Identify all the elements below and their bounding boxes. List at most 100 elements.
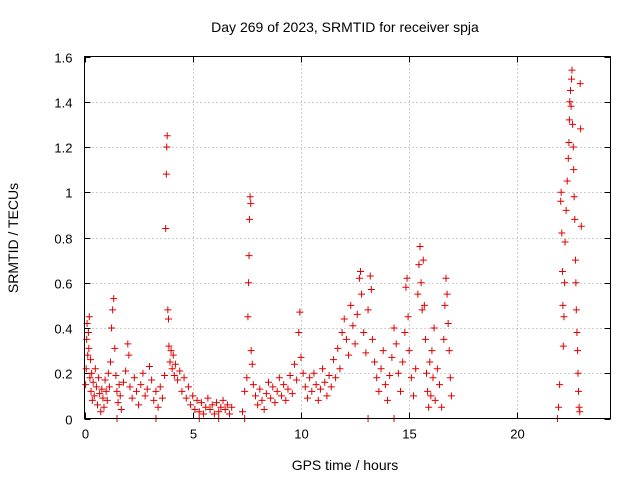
data-point bbox=[269, 383, 277, 391]
data-point bbox=[132, 387, 140, 395]
data-point bbox=[342, 335, 350, 343]
x-tick-label: 5 bbox=[190, 427, 197, 442]
data-point bbox=[577, 222, 585, 230]
data-point bbox=[362, 349, 370, 357]
y-tick-label: 1.6 bbox=[54, 51, 72, 66]
data-point bbox=[156, 383, 164, 391]
data-point bbox=[104, 369, 112, 377]
data-point bbox=[168, 365, 176, 373]
data-point bbox=[570, 166, 578, 174]
data-point bbox=[86, 374, 94, 382]
data-point bbox=[105, 383, 113, 391]
data-point bbox=[392, 340, 400, 348]
data-point bbox=[388, 353, 396, 361]
data-point bbox=[557, 188, 565, 196]
data-point bbox=[572, 279, 580, 287]
data-point bbox=[574, 387, 582, 395]
data-point bbox=[210, 410, 218, 418]
data-point bbox=[423, 369, 431, 377]
data-point bbox=[113, 387, 121, 395]
y-tick-label: 0.6 bbox=[54, 277, 72, 292]
data-point bbox=[442, 274, 450, 282]
y-tick-label: 1 bbox=[65, 186, 72, 201]
data-point bbox=[187, 401, 195, 409]
data-point bbox=[444, 319, 452, 327]
data-point bbox=[101, 376, 109, 384]
data-point bbox=[89, 378, 97, 386]
data-point bbox=[353, 310, 361, 318]
data-point bbox=[97, 408, 105, 416]
x-axis-label: GPS time / hours bbox=[292, 457, 399, 473]
data-point bbox=[84, 351, 92, 359]
data-point bbox=[301, 383, 309, 391]
data-point bbox=[443, 290, 451, 298]
data-point bbox=[329, 356, 337, 364]
data-point bbox=[82, 381, 90, 389]
data-point bbox=[88, 396, 96, 404]
data-point bbox=[100, 403, 108, 411]
data-point bbox=[166, 358, 174, 366]
data-point bbox=[360, 329, 368, 337]
data-point bbox=[271, 399, 279, 407]
data-point bbox=[244, 313, 252, 321]
data-point bbox=[563, 177, 571, 185]
data-point bbox=[264, 378, 272, 386]
data-point bbox=[119, 378, 127, 386]
data-point bbox=[296, 308, 304, 316]
data-point bbox=[241, 387, 249, 395]
data-point bbox=[386, 372, 394, 380]
data-point bbox=[577, 125, 585, 133]
data-point bbox=[419, 256, 427, 264]
data-point bbox=[568, 75, 576, 83]
data-point bbox=[116, 392, 124, 400]
data-point bbox=[561, 279, 569, 287]
data-point bbox=[167, 347, 175, 355]
data-point bbox=[161, 372, 169, 380]
data-point bbox=[425, 403, 433, 411]
data-point bbox=[399, 358, 407, 366]
data-point bbox=[267, 394, 275, 402]
data-point bbox=[256, 385, 264, 393]
data-point bbox=[293, 376, 301, 384]
y-tick-label: 0 bbox=[65, 413, 72, 428]
data-point bbox=[91, 365, 99, 373]
data-point bbox=[124, 340, 132, 348]
data-point bbox=[99, 394, 107, 402]
data-point bbox=[397, 387, 405, 395]
data-point bbox=[243, 374, 251, 382]
data-point bbox=[162, 170, 170, 178]
data-point bbox=[247, 347, 255, 355]
data-point bbox=[85, 313, 93, 321]
data-point bbox=[176, 367, 184, 375]
data-point bbox=[303, 394, 311, 402]
data-point bbox=[247, 200, 255, 208]
data-point bbox=[84, 329, 92, 337]
data-point bbox=[137, 381, 145, 389]
data-point bbox=[367, 286, 375, 294]
data-point bbox=[197, 399, 205, 407]
data-point bbox=[445, 347, 453, 355]
data-point bbox=[574, 347, 582, 355]
y-tick-label: 0.4 bbox=[54, 322, 72, 337]
data-point bbox=[427, 392, 435, 400]
data-point bbox=[394, 369, 402, 377]
data-point bbox=[226, 410, 234, 418]
data-point bbox=[248, 360, 256, 368]
data-point bbox=[258, 396, 266, 404]
data-point bbox=[340, 315, 348, 323]
data-point bbox=[564, 154, 572, 162]
data-point bbox=[316, 385, 324, 393]
data-point bbox=[126, 383, 134, 391]
data-point bbox=[366, 272, 374, 280]
data-point bbox=[381, 381, 389, 389]
data-point bbox=[206, 405, 214, 413]
data-point bbox=[402, 283, 410, 291]
y-axis-label: SRMTID / TECUs bbox=[5, 183, 21, 293]
data-point bbox=[182, 394, 190, 402]
data-point bbox=[426, 358, 434, 366]
x-tick-label: 15 bbox=[402, 427, 416, 442]
data-point bbox=[117, 405, 125, 413]
data-point bbox=[424, 387, 432, 395]
